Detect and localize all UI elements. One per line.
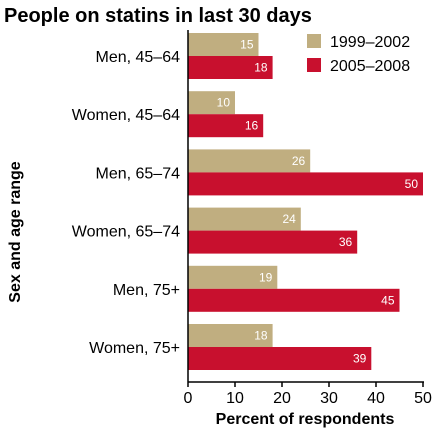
bar-women-75-1999-2002 [188, 324, 273, 347]
bar-men-65-74-1999-2002 [188, 149, 311, 173]
legend-label-2005-2008: 2005–2008 [330, 58, 410, 75]
chart-title: People on statins in last 30 days [4, 5, 312, 27]
bar-women-75-2005-2008 [188, 347, 372, 370]
category-labels: Men, 45–64 Women, 45–64 Men, 65–74 Women, 6… [72, 49, 180, 357]
x-axis-ticks: 0 10 20 30 40 50 [184, 382, 432, 407]
legend-label-1999-2002: 1999–2002 [330, 34, 410, 51]
data-label-men-65-74-1999-2002: 26 [292, 154, 306, 168]
data-label-women-45-64-2005-2008: 16 [245, 119, 259, 133]
bar-women-65-74-1999-2002 [188, 207, 301, 231]
x-axis-label: Percent of respondents [216, 411, 395, 428]
bar-men-45-64-2005-2008 [188, 56, 273, 79]
data-label-men-45-64-2005-2008: 18 [254, 61, 268, 75]
legend: 1999–2002 2005–2008 [307, 34, 410, 75]
category-label-men-75: Men, 75+ [113, 282, 180, 299]
legend-swatch-1999-2002 [307, 34, 321, 48]
bar-women-45-64-1999-2002 [188, 91, 235, 115]
data-label-men-75-1999-2002: 19 [259, 270, 273, 284]
bar-men-75-2005-2008 [188, 288, 400, 312]
bar-men-75-1999-2002 [188, 265, 278, 289]
data-label-women-65-74-1999-2002: 24 [282, 212, 296, 226]
y-axis-label: Sex and age range [7, 161, 24, 302]
category-label-women-45-64: Women, 45–64 [72, 107, 180, 124]
data-label-men-65-74-2005-2008: 50 [405, 177, 419, 191]
category-label-men-65-74: Men, 65–74 [95, 165, 180, 182]
data-label-women-45-64-1999-2002: 10 [217, 96, 231, 110]
x-tick-label-40: 40 [367, 390, 385, 407]
category-label-women-75: Women, 75+ [89, 340, 180, 357]
legend-swatch-2005-2008 [307, 58, 321, 72]
data-label-women-75-2005-2008: 39 [353, 352, 367, 366]
data-label-men-45-64-1999-2002: 15 [240, 38, 254, 52]
bar-women-45-64-2005-2008 [188, 114, 264, 138]
category-label-men-45-64: Men, 45–64 [95, 49, 180, 66]
x-tick-label-30: 30 [320, 390, 338, 407]
x-tick-label-0: 0 [184, 390, 193, 407]
category-label-women-65-74: Women, 65–74 [72, 224, 180, 241]
x-tick-label-20: 20 [273, 390, 291, 407]
x-tick-label-10: 10 [226, 390, 244, 407]
bar-men-65-74-2005-2008 [188, 172, 423, 196]
bar-men-45-64-1999-2002 [188, 33, 259, 56]
bar-women-65-74-2005-2008 [188, 230, 358, 254]
x-tick-label-50: 50 [414, 390, 432, 407]
data-label-women-65-74-2005-2008: 36 [339, 235, 353, 249]
data-label-women-75-1999-2002: 18 [254, 329, 268, 343]
data-label-men-75-2005-2008: 45 [381, 293, 395, 307]
